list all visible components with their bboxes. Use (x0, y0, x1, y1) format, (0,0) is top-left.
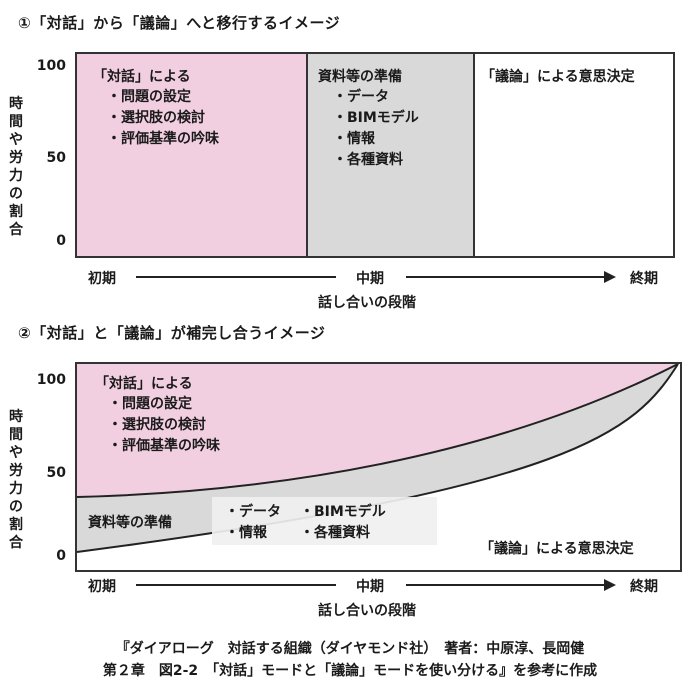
dialogue-zone-title: 「対話」による (93, 69, 191, 85)
list-item: データ (225, 502, 281, 523)
d1-ytick-0: 0 (56, 233, 66, 249)
caption-line-1: 『ダイアローグ 対話する組織（ダイヤモンド社） 著者：中原淳、長岡健 (115, 641, 585, 657)
diagram2-heading: ②「対話」と「議論」が補完し合うイメージ (18, 324, 326, 342)
d2-arrow-icon (604, 579, 616, 591)
d2-axis-line-left (136, 584, 336, 586)
list-item: BIMモデル (333, 108, 419, 129)
d2-axis-line-right (406, 584, 606, 586)
diagram1-heading: ①「対話」から「議論」へと移行するイメージ (18, 14, 341, 32)
list-item: 評価基準の吟味 (107, 129, 219, 150)
d1-x-middle: 中期 (356, 271, 384, 287)
diagram1-panel: 「対話」による 問題の設定 選択肢の検討 評価基準の吟味 資料等の準備 データ … (75, 52, 675, 258)
list-item: 評価基準の吟味 (108, 436, 220, 457)
d2-y-axis-label: 時間や労力の割合 (9, 409, 23, 551)
list-item: 各種資料 (300, 523, 386, 544)
d2-x-start: 初期 (88, 579, 116, 595)
d1-x-end: 終期 (630, 271, 658, 287)
d1-y-axis-label: 時間や労力の割合 (9, 96, 23, 238)
d2-prep-list-left: データ 情報 (225, 502, 281, 544)
d1-arrow-icon (604, 271, 616, 283)
d2-prep-list-right: BIMモデル 各種資料 (300, 502, 386, 544)
d1-ytick-50: 50 (46, 150, 66, 166)
debate-zone-title: 「議論」による意思決定 (481, 69, 635, 85)
preparation-zone-list: データ BIMモデル 情報 各種資料 (333, 87, 419, 171)
dialogue-zone-list: 問題の設定 選択肢の検討 評価基準の吟味 (107, 87, 219, 150)
list-item: 選択肢の検討 (108, 415, 220, 436)
dialogue-area (77, 364, 678, 497)
d2-x-end: 終期 (630, 579, 658, 595)
list-item: データ (333, 87, 419, 108)
d1-axis-line-right (406, 276, 606, 278)
d2-x-middle: 中期 (356, 579, 384, 595)
diagram2-frame (75, 362, 682, 572)
d1-x-start: 初期 (88, 271, 116, 287)
d2-debate-title: 「議論」による意思決定 (480, 541, 634, 557)
d2-dialogue-list: 問題の設定 選択肢の検討 評価基準の吟味 (108, 394, 220, 457)
list-item: 問題の設定 (108, 394, 220, 415)
d1-x-axis-label: 話し合いの段階 (318, 295, 416, 311)
caption-line-2: 第２章 図2-2 「対話」モードと「議論」モードを使い分ける』を参考に作成 (102, 663, 598, 679)
list-item: 各種資料 (333, 150, 419, 171)
d2-dialogue-title: 「対話」による (95, 376, 193, 392)
list-item: BIMモデル (300, 502, 386, 523)
d2-ytick-50: 50 (46, 465, 66, 481)
list-item: 問題の設定 (107, 87, 219, 108)
list-item: 情報 (225, 523, 281, 544)
d2-ytick-100: 100 (36, 372, 66, 388)
upper-boundary-curve (76, 363, 679, 498)
d1-axis-line-left (136, 276, 336, 278)
preparation-zone-title: 資料等の準備 (318, 69, 402, 85)
d2-x-axis-label: 話し合いの段階 (318, 603, 416, 619)
d2-ytick-0: 0 (56, 548, 66, 564)
debate-zone (475, 54, 673, 256)
list-item: 選択肢の検討 (107, 108, 219, 129)
d1-ytick-100: 100 (36, 58, 66, 74)
list-item: 情報 (333, 129, 419, 150)
d2-prep-title: 資料等の準備 (88, 515, 172, 531)
